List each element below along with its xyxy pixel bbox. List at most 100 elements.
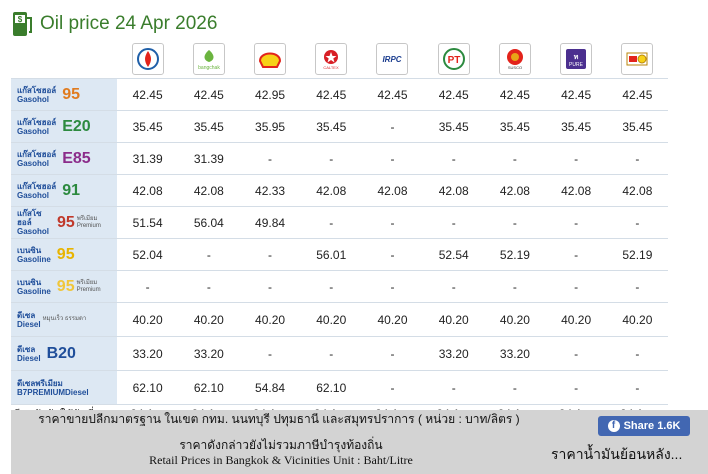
price-cell: 49.84 xyxy=(239,206,301,239)
price-cell: 40.20 xyxy=(423,302,485,337)
caltex-logo: CALTEX xyxy=(324,50,339,70)
price-cell: - xyxy=(361,110,424,143)
fuel-label-cell: เบนซิน Gasoline 95 xyxy=(11,238,117,271)
price-cell: 35.45 xyxy=(484,110,546,143)
other-station-logo xyxy=(626,52,648,66)
fuel-label-cell: แก๊สโซฮอล์ Gasohol E85 xyxy=(11,142,117,175)
fuel-label-cell: แก๊สโซฮอล์ Gasohol 95 พรีเมียม Premium xyxy=(11,206,117,239)
fuel-grade: 95 xyxy=(56,245,75,263)
brand-cell-other xyxy=(606,40,668,79)
price-cell: 62.10 xyxy=(117,370,179,405)
facebook-share-button[interactable]: f Share 1.6K xyxy=(598,416,690,436)
price-cell: 40.20 xyxy=(545,302,607,337)
price-cell: - xyxy=(361,270,424,303)
price-cell: 40.20 xyxy=(117,302,179,337)
fuel-row: แก๊สโซฮอล์ Gasohol 91 42.08 42.08 42.33 42.08 4… xyxy=(11,174,668,207)
price-cell: 31.39 xyxy=(117,142,179,175)
price-cell: 42.08 xyxy=(423,174,485,207)
fuel-label-cell: เบนซิน Gasoline 95 พรีเมียม Premium xyxy=(11,270,117,303)
svg-text:$: $ xyxy=(18,15,23,24)
footer-note-english: Retail Prices in Bangkok & Vicinities Un… xyxy=(149,453,413,467)
fuel-name-english: Gasohol xyxy=(17,158,50,168)
fuel-name-english: Gasohol xyxy=(17,94,50,104)
page-header: $ Oil price 24 Apr 2026 xyxy=(12,8,217,40)
fuel-name-thai: แก๊สโซฮอล์ xyxy=(17,149,57,159)
price-cell: 42.08 xyxy=(300,174,362,207)
brand-cell-bangchak: bangchak xyxy=(178,40,240,79)
price-cell: 42.45 xyxy=(606,78,668,111)
brand-cell-pt: PT xyxy=(423,40,485,79)
fuel-label: แก๊สโซฮอล์ Gasohol 95 xyxy=(17,79,117,110)
price-cell: 52.04 xyxy=(117,238,179,271)
fuel-subtype: หมุนเร็ว ธรรมดา xyxy=(42,316,87,322)
fuel-row: แก๊สโซฮอล์ Gasohol E20 35.45 35.45 35.95 35.45… xyxy=(11,110,668,143)
price-cell: - xyxy=(300,336,362,371)
price-cell: - xyxy=(423,270,485,303)
fuel-grade: 95 xyxy=(56,277,75,295)
price-cell: - xyxy=(300,142,362,175)
fuel-row: ดีเซล Diesel B20 33.20 33.20- - -33.20 33.20- - xyxy=(11,336,668,371)
fuel-name-english: Diesel xyxy=(17,353,41,363)
footer-note-thai: ราคาขายปลีกมาตรฐาน ในเขต กทม. นนทบุรี ปท… xyxy=(38,412,520,426)
price-cell: - xyxy=(239,270,301,303)
ptt-logo xyxy=(136,48,159,70)
fuel-grade: E20 xyxy=(62,117,91,135)
price-cell: 33.20 xyxy=(484,336,546,371)
fuel-grade: 91 xyxy=(62,181,80,199)
fuel-name-english: Diesel xyxy=(17,319,41,329)
fuel-row: แก๊สโซฮอล์ Gasohol 95 พรีเมียม Premium 51.54… xyxy=(11,206,668,239)
fuel-name: แก๊สโซฮอล์ Gasohol xyxy=(17,86,56,104)
fuel-name: เบนซิน Gasoline xyxy=(17,278,51,296)
price-cell: 33.20 xyxy=(178,336,240,371)
pt-logo: PT xyxy=(437,43,470,75)
price-cell: 56.01 xyxy=(300,238,362,271)
fuel-name: ดีเซล Diesel xyxy=(17,311,41,329)
price-history-link[interactable]: ราคาน้ำมันย้อนหลัง... xyxy=(551,446,683,462)
price-cell: - xyxy=(606,370,668,405)
fuel-name-thai: แก๊สโซฮอล์ xyxy=(17,117,57,127)
fuel-row: เบนซิน Gasoline 95 พรีเมียม Premium - - - - - - - -… xyxy=(11,270,668,303)
price-cell: 35.45 xyxy=(423,110,485,143)
price-cell: - xyxy=(545,370,607,405)
price-cell: 33.20 xyxy=(117,336,179,371)
price-cell: 42.08 xyxy=(361,174,424,207)
fuel-subtype: พรีเมียม Premium xyxy=(76,215,101,229)
bangchak-logo: bangchak xyxy=(192,43,225,75)
svg-text:SUSCO: SUSCO xyxy=(508,65,522,70)
fuel-label: แก๊สโซฮอล์ Gasohol 91 xyxy=(17,175,117,206)
fuel-row: ดีเซลพรีเมียม B7PREMIUMDiesel 62.10 62.10 54… xyxy=(11,370,668,405)
price-cell: 35.45 xyxy=(545,110,607,143)
fuel-grade: 95 xyxy=(57,213,75,231)
fuel-label: แก๊สโซฮอล์ Gasohol 95 พรีเมียม Premium xyxy=(17,207,117,238)
fuel-name: ดีเซลพรีเมียม B7PREMIUMDiesel xyxy=(17,379,89,397)
price-cell: 42.33 xyxy=(239,174,301,207)
price-cell: - xyxy=(423,206,485,239)
fuel-row: แก๊สโซฮอล์ Gasohol E85 31.39 31.39- - - - - - - xyxy=(11,142,668,175)
shell-logo xyxy=(254,43,287,75)
fuel-name-thai: ดีเซลพรีเมียม xyxy=(17,378,63,388)
brand-cell-susco: SUSCO xyxy=(484,40,546,79)
price-cell: 42.45 xyxy=(178,78,240,111)
price-cell: - xyxy=(545,238,607,271)
table-scrollbar[interactable] xyxy=(671,40,679,408)
price-cell: - xyxy=(300,270,362,303)
fuel-name-thai: เบนซิน xyxy=(17,277,42,287)
price-cell: - xyxy=(178,238,240,271)
brand-cell-pure: ท PURE xyxy=(545,40,607,79)
other-logo xyxy=(621,43,654,75)
price-cell: - xyxy=(606,142,668,175)
fuel-label: แก๊สโซฮอล์ Gasohol E20 xyxy=(17,111,117,142)
price-cell: 35.45 xyxy=(117,110,179,143)
svg-text:ท: ท xyxy=(574,54,579,61)
caltex-logo: CALTEX xyxy=(315,43,348,75)
price-cell: 42.45 xyxy=(484,78,546,111)
irpc-logo: IRPC xyxy=(376,43,409,75)
price-cell: 42.08 xyxy=(178,174,240,207)
price-cell: - xyxy=(606,270,668,303)
price-cell: - xyxy=(361,238,424,271)
fuel-label-cell: แก๊สโซฮอล์ Gasohol 91 xyxy=(11,174,117,207)
price-cell: 52.19 xyxy=(484,238,546,271)
price-cell: - xyxy=(361,206,424,239)
price-cell: 54.84 xyxy=(239,370,301,405)
